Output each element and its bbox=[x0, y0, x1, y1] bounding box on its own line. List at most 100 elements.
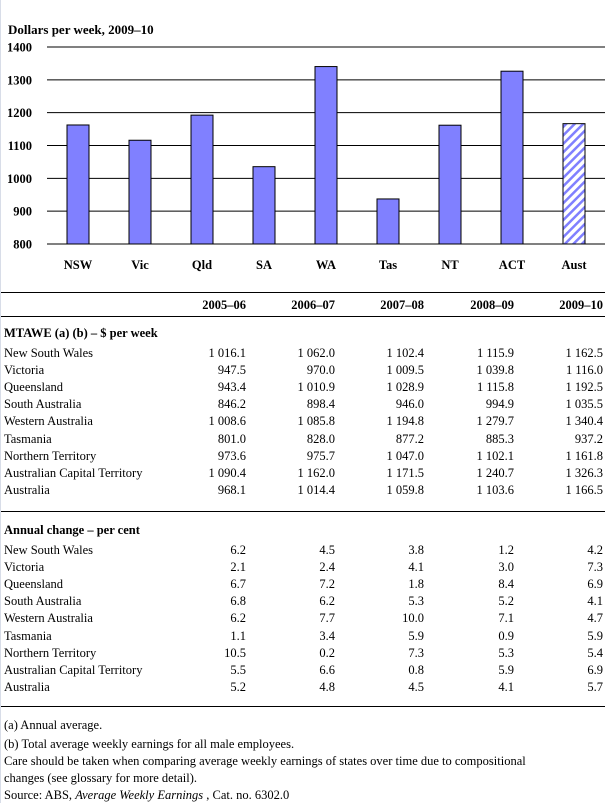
cell-value: 5.9 bbox=[498, 662, 514, 677]
cell-value: 1 162.0 bbox=[297, 465, 336, 480]
cell-value: 6.2 bbox=[230, 611, 246, 626]
table-top-rule bbox=[1, 292, 605, 293]
cell-value: 0.2 bbox=[319, 645, 335, 660]
cell-value: 946.0 bbox=[395, 397, 424, 412]
bar-nsw bbox=[66, 124, 90, 245]
cell-value: 1 009.5 bbox=[386, 363, 425, 378]
column-header: 2005–06 bbox=[202, 298, 246, 312]
cell-value: 1 008.6 bbox=[208, 414, 247, 429]
x-tick-label: ACT bbox=[499, 258, 526, 272]
cell-value: 5.3 bbox=[408, 594, 424, 609]
y-tick-label: 1300 bbox=[7, 73, 32, 87]
footnote-care: Care should be taken when comparing aver… bbox=[4, 754, 526, 768]
cell-value: 4.2 bbox=[587, 543, 603, 557]
cell-value: 7.1 bbox=[498, 611, 514, 626]
y-tick-label: 1100 bbox=[8, 139, 32, 153]
table-row: Australia 968.1 1 014.4 1 059.8 1 103.6 1 166… bbox=[1, 482, 605, 499]
cell-value: 1 340.4 bbox=[565, 414, 604, 429]
table-row: Australia 5.2 4.8 4.5 4.1 5.7 bbox=[1, 679, 605, 696]
row-label: Victoria bbox=[4, 560, 45, 575]
row-label: Australian Capital Territory bbox=[4, 662, 143, 677]
x-tick-label: Vic bbox=[131, 258, 149, 272]
table-row: South Australia 6.8 6.2 5.3 5.2 4.1 bbox=[1, 593, 605, 610]
row-label: Tasmania bbox=[4, 628, 52, 643]
row-label: New South Wales bbox=[4, 346, 94, 360]
cell-value: 973.6 bbox=[217, 448, 246, 463]
cell-value: 4.5 bbox=[319, 543, 335, 557]
cell-value: 898.4 bbox=[306, 397, 335, 412]
row-label: Australia bbox=[4, 482, 50, 497]
cell-value: 1 326.3 bbox=[565, 465, 604, 480]
cell-value: 1.8 bbox=[408, 577, 424, 592]
y-tick-label: 1000 bbox=[7, 172, 32, 186]
cell-value: 1 194.8 bbox=[386, 414, 425, 429]
cell-value: 1.2 bbox=[498, 543, 514, 557]
table-header-row: 2005–06 2006–07 2007–08 2008–09 2009–10 bbox=[1, 297, 605, 314]
cell-value: 5.7 bbox=[587, 679, 603, 694]
footnote-a: (a) Annual average. bbox=[4, 718, 103, 732]
cell-value: 1 090.4 bbox=[208, 465, 247, 480]
bar-sa bbox=[252, 166, 276, 245]
cell-value: 994.9 bbox=[485, 397, 514, 412]
cell-value: 1 103.6 bbox=[476, 482, 515, 497]
cell-value: 4.1 bbox=[587, 594, 603, 609]
section-rule bbox=[1, 511, 605, 512]
cell-value: 6.8 bbox=[230, 594, 246, 609]
cell-value: 6.7 bbox=[230, 577, 246, 592]
cell-value: 4.7 bbox=[587, 611, 603, 626]
cell-value: 7.2 bbox=[319, 577, 335, 592]
cell-value: 1 085.8 bbox=[297, 414, 336, 429]
column-header: 2008–09 bbox=[470, 298, 514, 312]
cell-value: 1 161.8 bbox=[565, 448, 604, 463]
source-suffix: , Cat. no. 6302.0 bbox=[203, 788, 290, 802]
cell-value: 4.8 bbox=[319, 679, 335, 694]
table-row: Victoria 947.5 970.0 1 009.5 1 039.8 1 116.0 bbox=[1, 362, 605, 379]
cell-value: 1 035.5 bbox=[565, 397, 604, 412]
table-row: New South Wales 1 016.1 1 062.0 1 102.4 1 11… bbox=[1, 345, 605, 362]
source-title: Average Weekly Earnings bbox=[75, 788, 204, 802]
table-bottom-rule bbox=[1, 706, 605, 707]
table-row: Northern Territory 10.5 0.2 7.3 5.3 5.4 bbox=[1, 645, 605, 662]
row-label: South Australia bbox=[4, 594, 82, 609]
footnote-b: (b) Total average weekly earnings for al… bbox=[4, 737, 295, 751]
cell-value: 8.4 bbox=[498, 577, 514, 592]
x-tick-label: Tas bbox=[379, 258, 397, 272]
cell-value: 5.2 bbox=[230, 679, 246, 694]
table-row: Tasmania 1.1 3.4 5.9 0.9 5.9 bbox=[1, 628, 605, 645]
cell-value: 1 116.0 bbox=[565, 363, 603, 378]
x-tick-label: Qld bbox=[192, 258, 212, 272]
table-row: Western Australia 1 008.6 1 085.8 1 194.8 1 … bbox=[1, 413, 605, 430]
cell-value: 1 240.7 bbox=[476, 465, 515, 480]
table-row: Western Australia 6.2 7.7 10.0 7.1 4.7 bbox=[1, 610, 605, 627]
row-label: Northern Territory bbox=[4, 645, 97, 660]
cell-value: 1 010.9 bbox=[297, 380, 336, 395]
row-label: New South Wales bbox=[4, 543, 94, 557]
table-row: Queensland 6.7 7.2 1.8 8.4 6.9 bbox=[1, 576, 605, 593]
cell-value: 943.4 bbox=[217, 380, 246, 395]
cell-value: 5.9 bbox=[587, 628, 603, 643]
section-title-text: MTAWE (a) (b) – $ per week bbox=[4, 326, 158, 340]
table-row: Queensland 943.4 1 010.9 1 028.9 1 115.8 1 19… bbox=[1, 379, 605, 396]
cell-value: 4.1 bbox=[408, 560, 424, 575]
row-label: Western Australia bbox=[4, 414, 93, 429]
row-label: Western Australia bbox=[4, 611, 93, 626]
cell-value: 2.1 bbox=[230, 560, 246, 575]
column-header: 2007–08 bbox=[380, 298, 424, 312]
cell-value: 1 062.0 bbox=[297, 346, 336, 360]
chart-title: Dollars per week, 2009–10 bbox=[8, 22, 154, 37]
cell-value: 1 028.9 bbox=[386, 380, 425, 395]
table-row: Australian Capital Territory 1 090.4 1 162… bbox=[1, 465, 605, 482]
cell-value: 1 102.4 bbox=[386, 346, 425, 360]
cell-value: 6.2 bbox=[230, 543, 246, 557]
cell-value: 7.7 bbox=[319, 611, 335, 626]
cell-value: 2.4 bbox=[319, 560, 335, 575]
x-tick-label: WA bbox=[316, 258, 336, 272]
table-row: New South Wales 6.2 4.5 3.8 1.2 4.2 bbox=[1, 542, 605, 559]
x-tick-label: NT bbox=[441, 258, 459, 272]
cell-value: 3.0 bbox=[498, 560, 514, 575]
cell-value: 1 039.8 bbox=[476, 363, 515, 378]
table-row: Tasmania 801.0 828.0 877.2 885.3 937.2 bbox=[1, 431, 605, 448]
bar-wa bbox=[314, 66, 338, 245]
row-label: Australian Capital Territory bbox=[4, 465, 143, 480]
cell-value: 5.2 bbox=[498, 594, 514, 609]
